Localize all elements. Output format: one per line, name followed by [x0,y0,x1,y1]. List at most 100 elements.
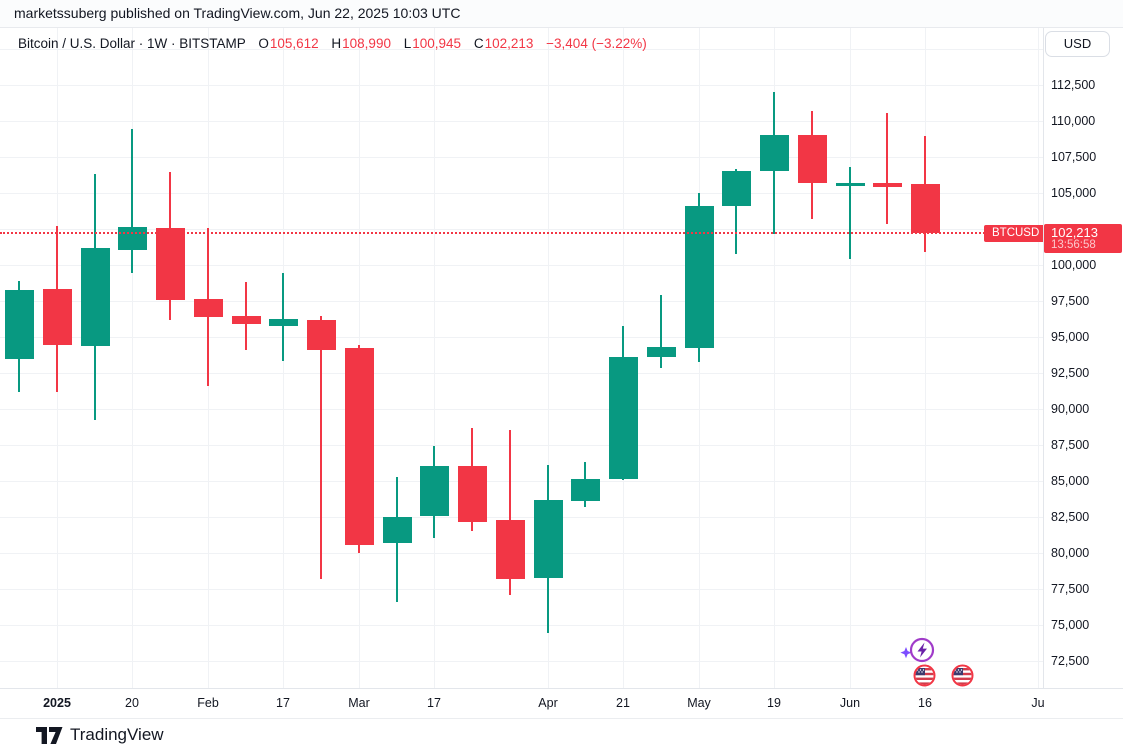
symbol-title: Bitcoin / U.S. Dollar · 1W · BITSTAMP [18,36,246,51]
publish-info-bar: marketssuberg published on TradingView.c… [0,0,1123,28]
time-gridline [1038,28,1039,688]
price-gridline [0,517,1043,518]
time-axis-label: 19 [767,696,781,710]
publish-info-text: marketssuberg published on TradingView.c… [14,5,461,21]
us-flag-event-icon[interactable] [951,664,974,692]
price-gridline [0,157,1043,158]
price-axis-label: 110,000 [1051,114,1096,128]
candle-body [420,466,449,516]
price-axis-label: 100,000 [1051,258,1097,272]
candle-wick [849,167,851,259]
price-gridline [0,589,1043,590]
bar-countdown-timer: 13:56:58 [1051,239,1096,251]
price-axis-label: 72,500 [1051,654,1090,668]
open-label: O [258,36,269,51]
price-gridline [0,409,1043,410]
price-axis-label: 82,500 [1051,510,1090,524]
chart-canvas[interactable]: BTCUSD Bitcoin / U.S. Dollar · 1W · BITS… [0,28,1043,688]
time-axis-label: Jun [839,696,861,710]
time-gridline [925,28,926,688]
candle-body [836,183,865,186]
time-axis-label: 16 [918,696,932,710]
lightning-event-icon[interactable] [896,636,936,671]
time-gridline [434,28,435,688]
price-gridline [0,265,1043,266]
time-gridline [132,28,133,688]
candle-body [760,135,789,171]
time-axis-label: Feb [197,696,219,710]
candle-wick [886,113,888,224]
candle-body [458,466,487,522]
chart-legend: Bitcoin / U.S. Dollar · 1W · BITSTAMP O1… [18,35,647,53]
price-axis-label: 90,000 [1051,402,1090,416]
candle-body [685,206,714,348]
candle-body [873,183,902,187]
price-axis-label: 75,000 [1051,618,1090,632]
candle-body [609,357,638,479]
time-axis-label: 21 [616,696,630,710]
close-value: 102,213 [484,36,534,51]
candle-wick [320,316,322,579]
candle-body [5,290,34,359]
bottom-brand-bar: TradingView [0,718,1123,751]
candle-body [156,228,185,300]
low-label: L [403,36,412,51]
price-gridline [0,193,1043,194]
high-value: 108,990 [342,36,391,51]
candle-wick [660,295,662,368]
low-value: 100,945 [412,36,462,51]
candle-body [534,500,563,578]
high-label: H [331,36,342,51]
us-flag-event-icon[interactable] [913,664,936,692]
price-axis-label: 105,000 [1051,186,1097,200]
price-axis-label: 85,000 [1051,474,1090,488]
candle-body [345,348,374,545]
price-gridline [0,625,1043,626]
tradingview-brand-text[interactable]: TradingView [70,725,164,744]
tradingview-logo-icon[interactable] [36,727,63,744]
price-gridline [0,481,1043,482]
currency-toggle-button[interactable]: USD [1045,31,1110,57]
time-axis-label: 20 [125,696,139,710]
price-gridline [0,121,1043,122]
price-axis-label: 107,500 [1051,150,1097,164]
candle-body [798,135,827,183]
price-gridline [0,229,1043,230]
candle-body [232,316,261,324]
candle-body [911,184,940,233]
price-gridline [0,661,1043,662]
price-axis-label: 112,500 [1051,78,1096,92]
price-gridline [0,85,1043,86]
candle-body [647,347,676,357]
price-axis-label: 87,500 [1051,438,1090,452]
candle-body [81,248,110,346]
time-gridline [850,28,851,688]
close-label: C [473,36,484,51]
current-price-line [0,232,1040,234]
price-gridline [0,445,1043,446]
candle-body [43,289,72,345]
price-axis[interactable]: 112,500110,000107,500105,000102,500100,0… [1043,28,1123,688]
candle-wick [509,430,511,595]
price-axis-label: 80,000 [1051,546,1090,560]
time-axis-label: 17 [427,696,441,710]
time-axis-label: Ju [1031,696,1045,710]
time-axis-label: 17 [276,696,290,710]
time-axis[interactable]: 2025 20 Feb 17 Mar 17 Apr 21 May 19 Jun 16 Ju [0,688,1123,718]
candle-wick [282,273,284,361]
price-axis-label: 95,000 [1051,330,1090,344]
time-axis-label: Mar [348,696,370,710]
price-axis-label: 97,500 [1051,294,1090,308]
time-gridline [548,28,549,688]
candle-body [722,171,751,206]
candle-wick [131,129,133,273]
open-value: 105,612 [269,36,319,51]
change-value: −3,404 (−3.22%) [546,36,647,51]
current-price-value: 102,213 [1051,225,1098,240]
candle-body [118,227,147,250]
candle-body [496,520,525,579]
time-gridline [774,28,775,688]
symbol-price-flag: BTCUSD [984,225,1043,242]
candle-body [194,299,223,317]
